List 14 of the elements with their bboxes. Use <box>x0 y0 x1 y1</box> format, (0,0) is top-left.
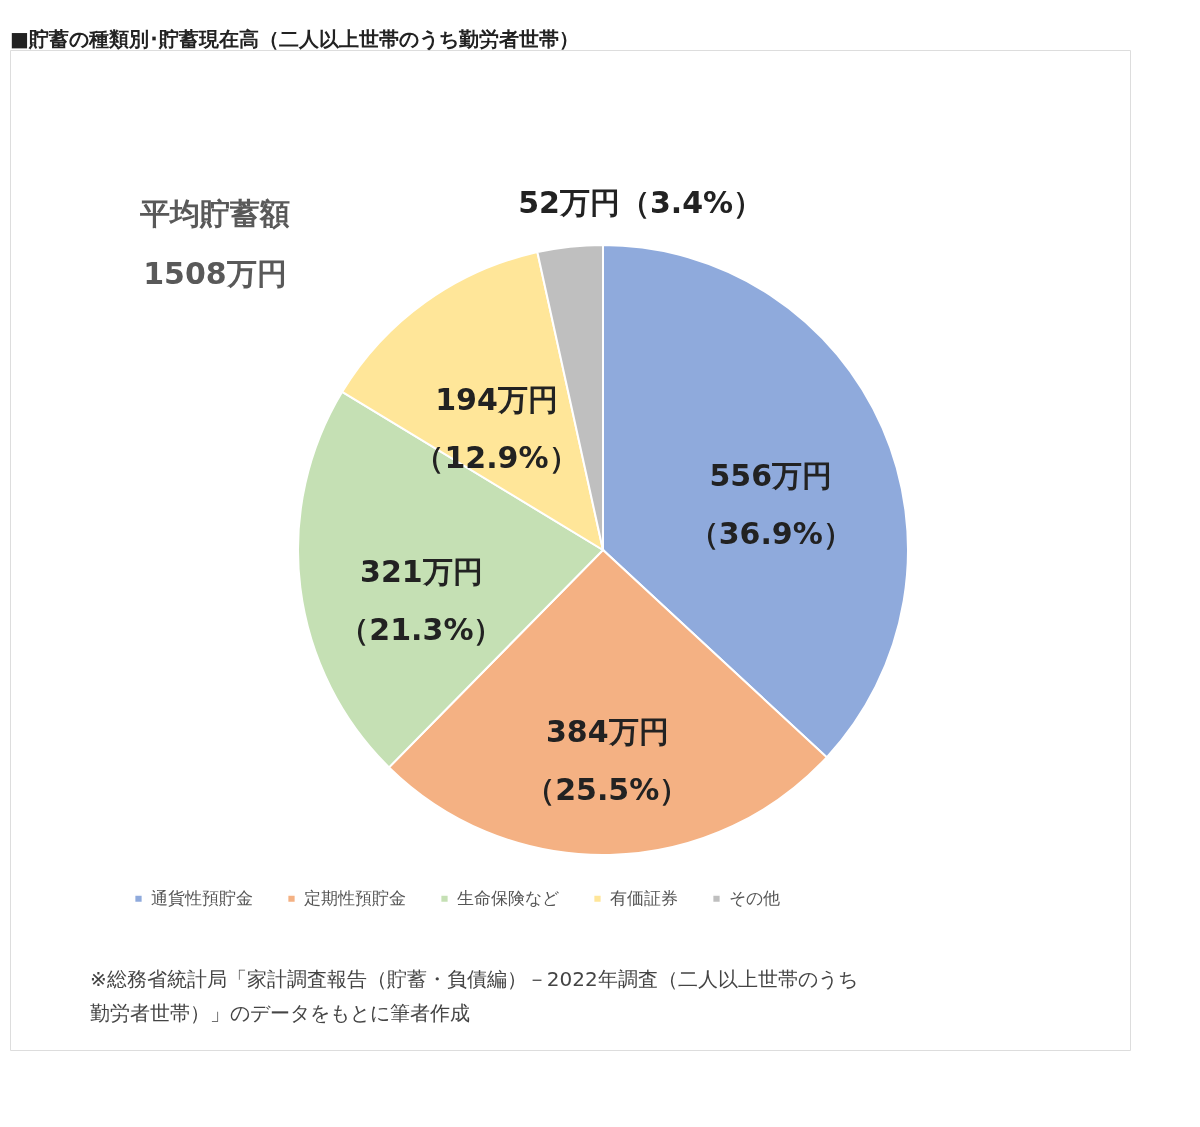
text: 1508万円 <box>143 256 287 291</box>
legend-label: 通貨性預貯金 <box>151 887 253 908</box>
text: ※総務省統計局「家計調査報告（貯蓄・負債編）－2022年調査（二人以上世帯のうち勤労者世帯）」のデータをもとに筆者作成 <box>90 967 858 1025</box>
chart-title: ■貯蓄の種類別･貯蓄現在高（二人以上世帯のうち勤労者世帯） <box>10 27 579 51</box>
data-label: 384万円（25.5%） <box>525 713 690 807</box>
legend-label: 生命保険など <box>457 887 559 908</box>
data-label: 52万円（3.4%） <box>518 185 764 221</box>
data-label: 556万円（36.9%） <box>688 457 853 551</box>
data-label: 321万円（21.3%） <box>339 553 504 647</box>
text: 平均貯蓄額 <box>139 196 290 231</box>
legend-label: その他 <box>729 887 780 908</box>
legend-label: 定期性預貯金 <box>304 887 406 908</box>
data-label: 194万円（12.9%） <box>414 382 579 476</box>
legend-label: 有価証券 <box>610 887 678 908</box>
